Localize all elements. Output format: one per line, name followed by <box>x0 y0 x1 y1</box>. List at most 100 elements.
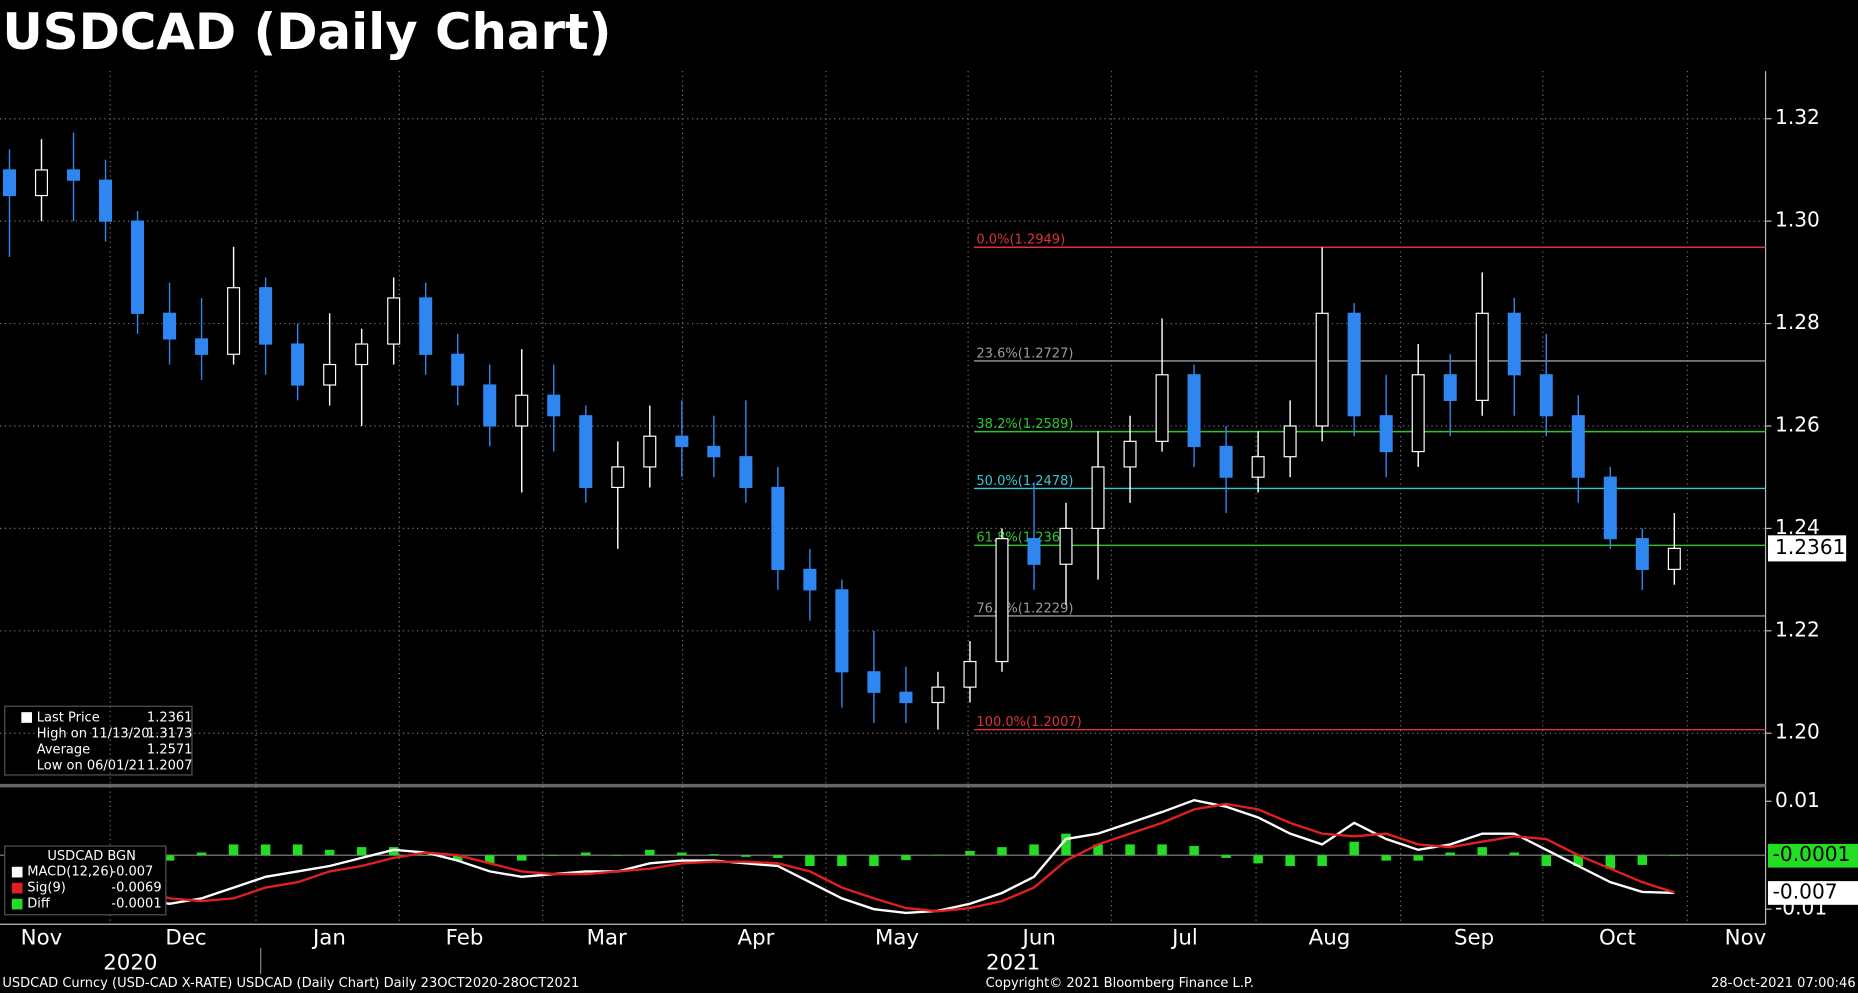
diff-bar <box>1093 844 1103 856</box>
candle-body <box>1187 374 1201 448</box>
macd-legend-box <box>4 845 167 916</box>
last-price-box <box>1767 535 1847 562</box>
stat-value: 1.2361 <box>147 711 193 726</box>
legend-swatch <box>11 882 23 894</box>
candle-body <box>739 456 753 489</box>
stat-value: 1.3173 <box>147 727 193 742</box>
diff-bar <box>965 850 975 856</box>
diff-bar <box>837 855 847 867</box>
candle-body <box>483 384 497 427</box>
diff-bar <box>997 847 1007 856</box>
diff-bar <box>1541 855 1552 867</box>
macd-line <box>9 798 1675 915</box>
diff-bar <box>1253 855 1263 864</box>
diff-bar <box>1317 855 1327 867</box>
y-tick-label: 1.24 <box>1775 515 1820 539</box>
diff-bar <box>1477 847 1487 856</box>
candle-body <box>995 538 1009 663</box>
diff-bar <box>1285 855 1295 867</box>
fib-label: 61.8%(1.2367) <box>976 531 1073 546</box>
legend-label: Diff <box>27 897 51 912</box>
candle-body <box>867 671 881 693</box>
last-price-label: 1.2361 <box>1775 535 1845 559</box>
legend-label: MACD(12,26) <box>27 865 113 880</box>
diff-bar <box>484 855 495 864</box>
candle-body <box>419 297 433 355</box>
candle-body <box>163 312 177 340</box>
legend-swatch <box>11 898 23 910</box>
candle-body <box>1667 547 1681 570</box>
diff-bar <box>196 852 207 856</box>
diff-bar <box>741 855 751 857</box>
candle-body <box>1571 415 1585 478</box>
y-tick-label: 1.32 <box>1775 105 1820 129</box>
candle-body <box>1091 466 1105 529</box>
footer-right: 28-Oct-2021 07:00:46 <box>1711 976 1856 991</box>
x-tick-label: May <box>875 925 919 950</box>
diff-bar <box>1189 846 1199 856</box>
x-tick-label: Nov <box>1725 925 1767 950</box>
x-tick-label: Jun <box>1021 925 1056 950</box>
candle-body <box>803 568 817 591</box>
year-label: 2021 <box>986 950 1040 975</box>
candle-body <box>34 169 49 197</box>
diff-bar <box>901 855 911 861</box>
diff-bar <box>1413 855 1423 861</box>
diff-bar <box>581 852 591 856</box>
diff-bar <box>677 852 687 856</box>
diff-bar <box>1157 844 1167 856</box>
diff-bar <box>1125 844 1135 856</box>
y-tick-label: 1.20 <box>1775 720 1820 744</box>
stat-swatch <box>21 712 32 723</box>
diff-bar <box>645 849 655 856</box>
diff-bar <box>613 855 623 856</box>
diff-bar <box>517 855 527 861</box>
y-tick-label: 1.30 <box>1775 208 1820 232</box>
stat-label: High on 11/13/20 <box>37 727 150 742</box>
candle-body <box>1411 374 1425 453</box>
candle-body <box>1251 456 1265 478</box>
candle-body <box>131 220 145 314</box>
diff-bar <box>773 855 783 858</box>
candle-body <box>931 686 945 704</box>
candle-body <box>1027 538 1041 565</box>
candle-body <box>547 394 561 417</box>
candle-body <box>387 297 401 345</box>
value-box <box>1767 881 1858 905</box>
candle-body <box>291 343 305 386</box>
candle-body <box>1123 440 1137 468</box>
stat-value: 1.2571 <box>147 743 193 758</box>
candle-body <box>355 343 369 366</box>
legend-value: -0.0001 <box>111 897 161 912</box>
candle-body <box>1155 374 1169 442</box>
x-tick-label: Feb <box>446 925 484 950</box>
candle-body <box>675 435 689 448</box>
candle-body <box>899 691 913 704</box>
diff-bar <box>1605 855 1616 869</box>
fib-label: 100.0%(1.2007) <box>976 715 1081 730</box>
stat-label: Last Price <box>37 711 100 726</box>
candle-body <box>99 179 113 222</box>
legend-value: -0.007 <box>111 865 153 880</box>
diff-bar <box>933 854 943 856</box>
candle-body <box>835 589 849 673</box>
legend-value: -0.0069 <box>111 881 161 896</box>
candle-body <box>1603 476 1617 540</box>
value-box-label: -0.0001 <box>1773 842 1851 866</box>
diff-bar <box>709 854 719 856</box>
candle-body <box>195 338 209 355</box>
candle-body <box>1283 425 1297 458</box>
x-tick-label: Apr <box>738 925 775 950</box>
candle-body <box>1379 415 1393 453</box>
candle-body <box>643 435 657 468</box>
diff-bar <box>356 847 367 856</box>
diff-bar <box>1029 844 1039 856</box>
diff-bar <box>260 844 271 856</box>
diff-bar <box>1509 852 1519 856</box>
candle-body <box>2 169 16 197</box>
candle-body <box>323 363 337 386</box>
legend-label: Sig(9) <box>27 881 66 896</box>
candle-body <box>1635 538 1649 570</box>
candle-body <box>1347 312 1361 417</box>
